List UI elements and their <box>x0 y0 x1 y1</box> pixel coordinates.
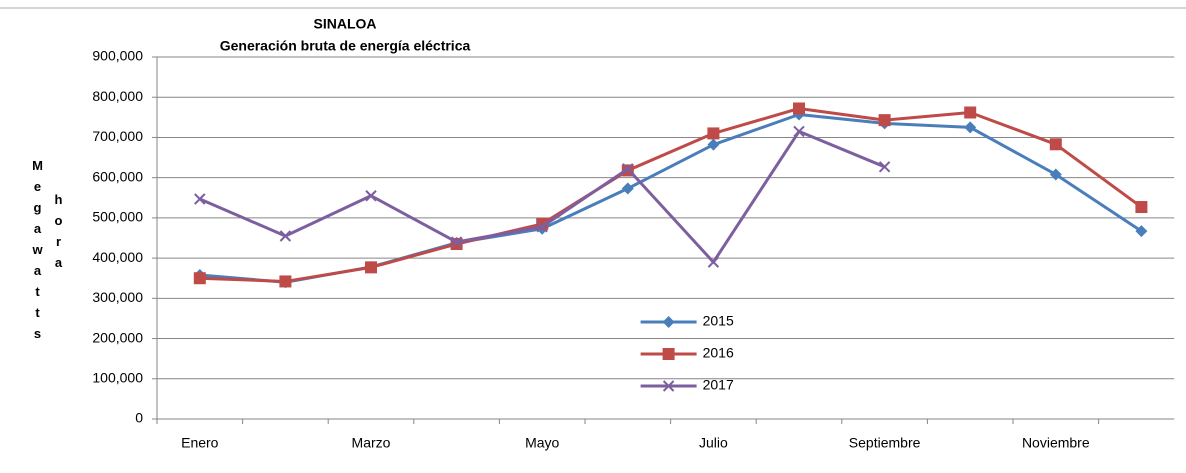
data-point <box>878 114 891 127</box>
legend-marker <box>662 380 675 392</box>
legend-marker <box>662 348 675 360</box>
data-point <box>621 182 634 195</box>
data-point <box>193 272 206 285</box>
data-point <box>365 190 377 202</box>
y-tick-label: 300,000 <box>92 289 143 305</box>
data-point <box>964 106 977 119</box>
data-point <box>1049 168 1062 181</box>
data-point <box>1049 138 1062 151</box>
y-tick-label: 0 <box>135 410 143 426</box>
data-point <box>878 161 891 173</box>
y-tick-label: 900,000 <box>92 48 143 64</box>
series-line <box>199 129 886 264</box>
legend-label: 2015 <box>703 313 734 329</box>
data-point <box>536 221 548 233</box>
data-point <box>964 121 977 134</box>
x-tick-label: Septiembre <box>849 435 921 451</box>
legend-marker <box>662 316 675 328</box>
data-point <box>365 261 377 274</box>
x-tick-label: Mayo <box>525 435 559 451</box>
y-tick-label: 800,000 <box>92 88 143 104</box>
y-tick-label: 700,000 <box>92 128 143 144</box>
data-point <box>622 163 634 175</box>
y-tick-label: 200,000 <box>92 329 143 345</box>
y-tick-label: 100,000 <box>92 369 143 385</box>
chart-subtitle: Generación bruta de energía eléctrica <box>220 38 471 54</box>
x-tick-label: Noviembre <box>1022 435 1090 451</box>
series-line <box>199 106 1143 283</box>
y-axis-label: Megawatts <box>30 158 45 347</box>
data-point <box>194 193 206 205</box>
data-point <box>793 125 805 138</box>
y-axis-label: hora <box>51 192 66 276</box>
data-point <box>707 138 720 151</box>
data-point <box>707 127 720 140</box>
y-tick-label: 600,000 <box>92 168 143 184</box>
data-point <box>279 230 292 242</box>
data-point <box>707 256 720 268</box>
data-point <box>279 275 292 288</box>
legend-label: 2016 <box>703 345 734 361</box>
x-tick-label: Marzo <box>352 435 391 451</box>
data-point <box>1135 225 1148 238</box>
series-line <box>199 113 1143 284</box>
chart-title: SINALOA <box>314 16 377 32</box>
y-tick-label: 500,000 <box>92 209 143 225</box>
y-tick-label: 400,000 <box>92 249 143 265</box>
data-point <box>1135 201 1148 214</box>
x-tick-label: Julio <box>699 435 728 451</box>
data-point <box>793 102 805 115</box>
legend-label: 2017 <box>703 377 734 393</box>
x-tick-label: Enero <box>181 435 219 451</box>
data-point <box>450 236 463 248</box>
